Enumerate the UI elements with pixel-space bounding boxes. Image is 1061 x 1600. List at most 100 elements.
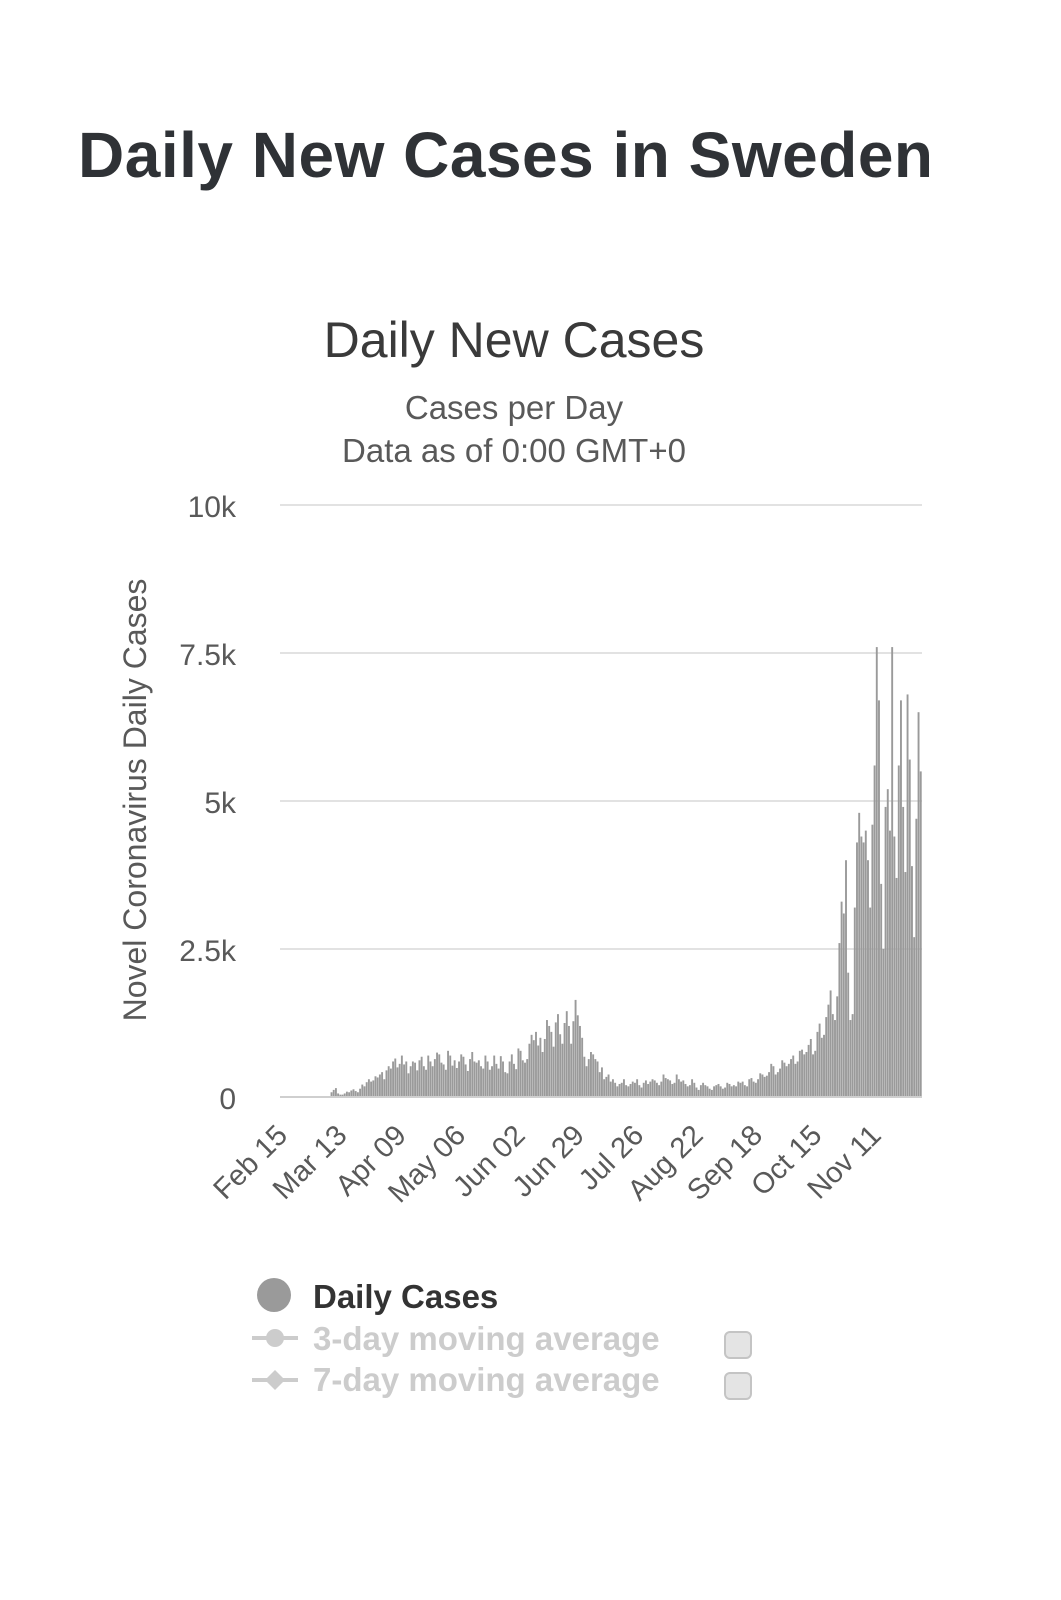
bar[interactable] (724, 1087, 727, 1097)
bar[interactable] (407, 1073, 410, 1097)
bar[interactable] (785, 1066, 788, 1097)
bar[interactable] (774, 1074, 777, 1098)
bar[interactable] (666, 1079, 669, 1097)
bar[interactable] (783, 1062, 786, 1097)
bar[interactable] (902, 806, 905, 1097)
bar[interactable] (737, 1081, 740, 1097)
bar[interactable] (913, 937, 916, 1097)
bar[interactable] (838, 943, 841, 1097)
bar[interactable] (453, 1060, 456, 1097)
bar[interactable] (840, 901, 843, 1097)
bar[interactable] (433, 1059, 436, 1097)
bar[interactable] (675, 1074, 678, 1098)
bar[interactable] (688, 1085, 691, 1097)
bar[interactable] (611, 1079, 614, 1097)
bar[interactable] (587, 1059, 590, 1097)
bar[interactable] (460, 1054, 463, 1097)
bar[interactable] (684, 1083, 687, 1097)
bar[interactable] (836, 996, 839, 1097)
bar[interactable] (616, 1086, 619, 1097)
bar[interactable] (482, 1068, 485, 1097)
bar[interactable] (851, 1014, 854, 1097)
bar[interactable] (761, 1074, 764, 1098)
bar[interactable] (361, 1084, 364, 1097)
bar[interactable] (438, 1054, 441, 1097)
bar[interactable] (710, 1089, 713, 1097)
bar[interactable] (548, 1025, 551, 1097)
bar[interactable] (429, 1061, 432, 1097)
bar[interactable] (884, 806, 887, 1097)
bar[interactable] (750, 1078, 753, 1097)
bar[interactable] (842, 913, 845, 1097)
bar[interactable] (475, 1062, 478, 1097)
bar[interactable] (893, 836, 896, 1097)
bar[interactable] (895, 877, 898, 1097)
bar[interactable] (781, 1060, 784, 1097)
bar[interactable] (341, 1094, 344, 1097)
bar[interactable] (486, 1061, 489, 1097)
bar[interactable] (532, 1040, 535, 1097)
bar[interactable] (488, 1069, 491, 1097)
bar[interactable] (348, 1092, 351, 1097)
bar[interactable] (728, 1083, 731, 1097)
bar[interactable] (517, 1048, 520, 1097)
bar[interactable] (385, 1070, 388, 1097)
bar[interactable] (886, 789, 889, 1097)
toggle-7-day-checkbox[interactable] (724, 1372, 752, 1400)
bar[interactable] (917, 712, 920, 1097)
bar[interactable] (779, 1068, 781, 1097)
bar[interactable] (796, 1061, 799, 1097)
bar[interactable] (754, 1082, 757, 1097)
bar[interactable] (853, 907, 856, 1097)
bar[interactable] (440, 1062, 443, 1097)
bar[interactable] (372, 1080, 375, 1097)
bar[interactable] (365, 1082, 368, 1097)
bar[interactable] (900, 700, 902, 1097)
bar[interactable] (649, 1081, 652, 1097)
bar[interactable] (458, 1061, 460, 1097)
bar[interactable] (622, 1079, 625, 1097)
bar[interactable] (521, 1060, 524, 1097)
bar[interactable] (603, 1079, 606, 1097)
bar[interactable] (557, 1014, 559, 1097)
bar[interactable] (455, 1067, 458, 1097)
bar[interactable] (506, 1073, 509, 1097)
bar[interactable] (431, 1066, 434, 1097)
bar[interactable] (405, 1061, 408, 1097)
bar[interactable] (636, 1079, 639, 1097)
bar[interactable] (471, 1052, 474, 1097)
bar[interactable] (772, 1066, 775, 1097)
bar[interactable] (620, 1082, 623, 1097)
toggle-3-day-checkbox[interactable] (724, 1331, 752, 1359)
bar[interactable] (477, 1060, 480, 1097)
bar[interactable] (614, 1082, 617, 1097)
bar[interactable] (891, 647, 894, 1097)
bar[interactable] (334, 1088, 337, 1097)
bar[interactable] (451, 1065, 454, 1097)
bar[interactable] (576, 1015, 579, 1097)
bar[interactable] (383, 1079, 386, 1097)
bar[interactable] (370, 1081, 373, 1097)
bar[interactable] (422, 1066, 425, 1097)
bar[interactable] (664, 1078, 667, 1097)
bar[interactable] (462, 1056, 465, 1097)
legend-item-3-day-moving-average[interactable]: 3-day moving average (252, 1320, 660, 1357)
bar[interactable] (618, 1083, 621, 1097)
bar[interactable] (495, 1063, 498, 1097)
bar[interactable] (530, 1034, 533, 1097)
bar[interactable] (480, 1066, 482, 1097)
bar[interactable] (686, 1086, 689, 1097)
bar[interactable] (447, 1050, 449, 1097)
bar[interactable] (880, 883, 883, 1097)
bar[interactable] (798, 1050, 801, 1097)
bar[interactable] (502, 1061, 504, 1097)
bar[interactable] (574, 999, 577, 1097)
bar[interactable] (770, 1063, 773, 1097)
bar[interactable] (464, 1064, 467, 1097)
bar[interactable] (730, 1086, 733, 1097)
bar[interactable] (814, 1050, 817, 1097)
bar[interactable] (845, 860, 847, 1097)
bar[interactable] (570, 1043, 573, 1097)
bar[interactable] (378, 1074, 381, 1098)
bar[interactable] (680, 1081, 683, 1097)
